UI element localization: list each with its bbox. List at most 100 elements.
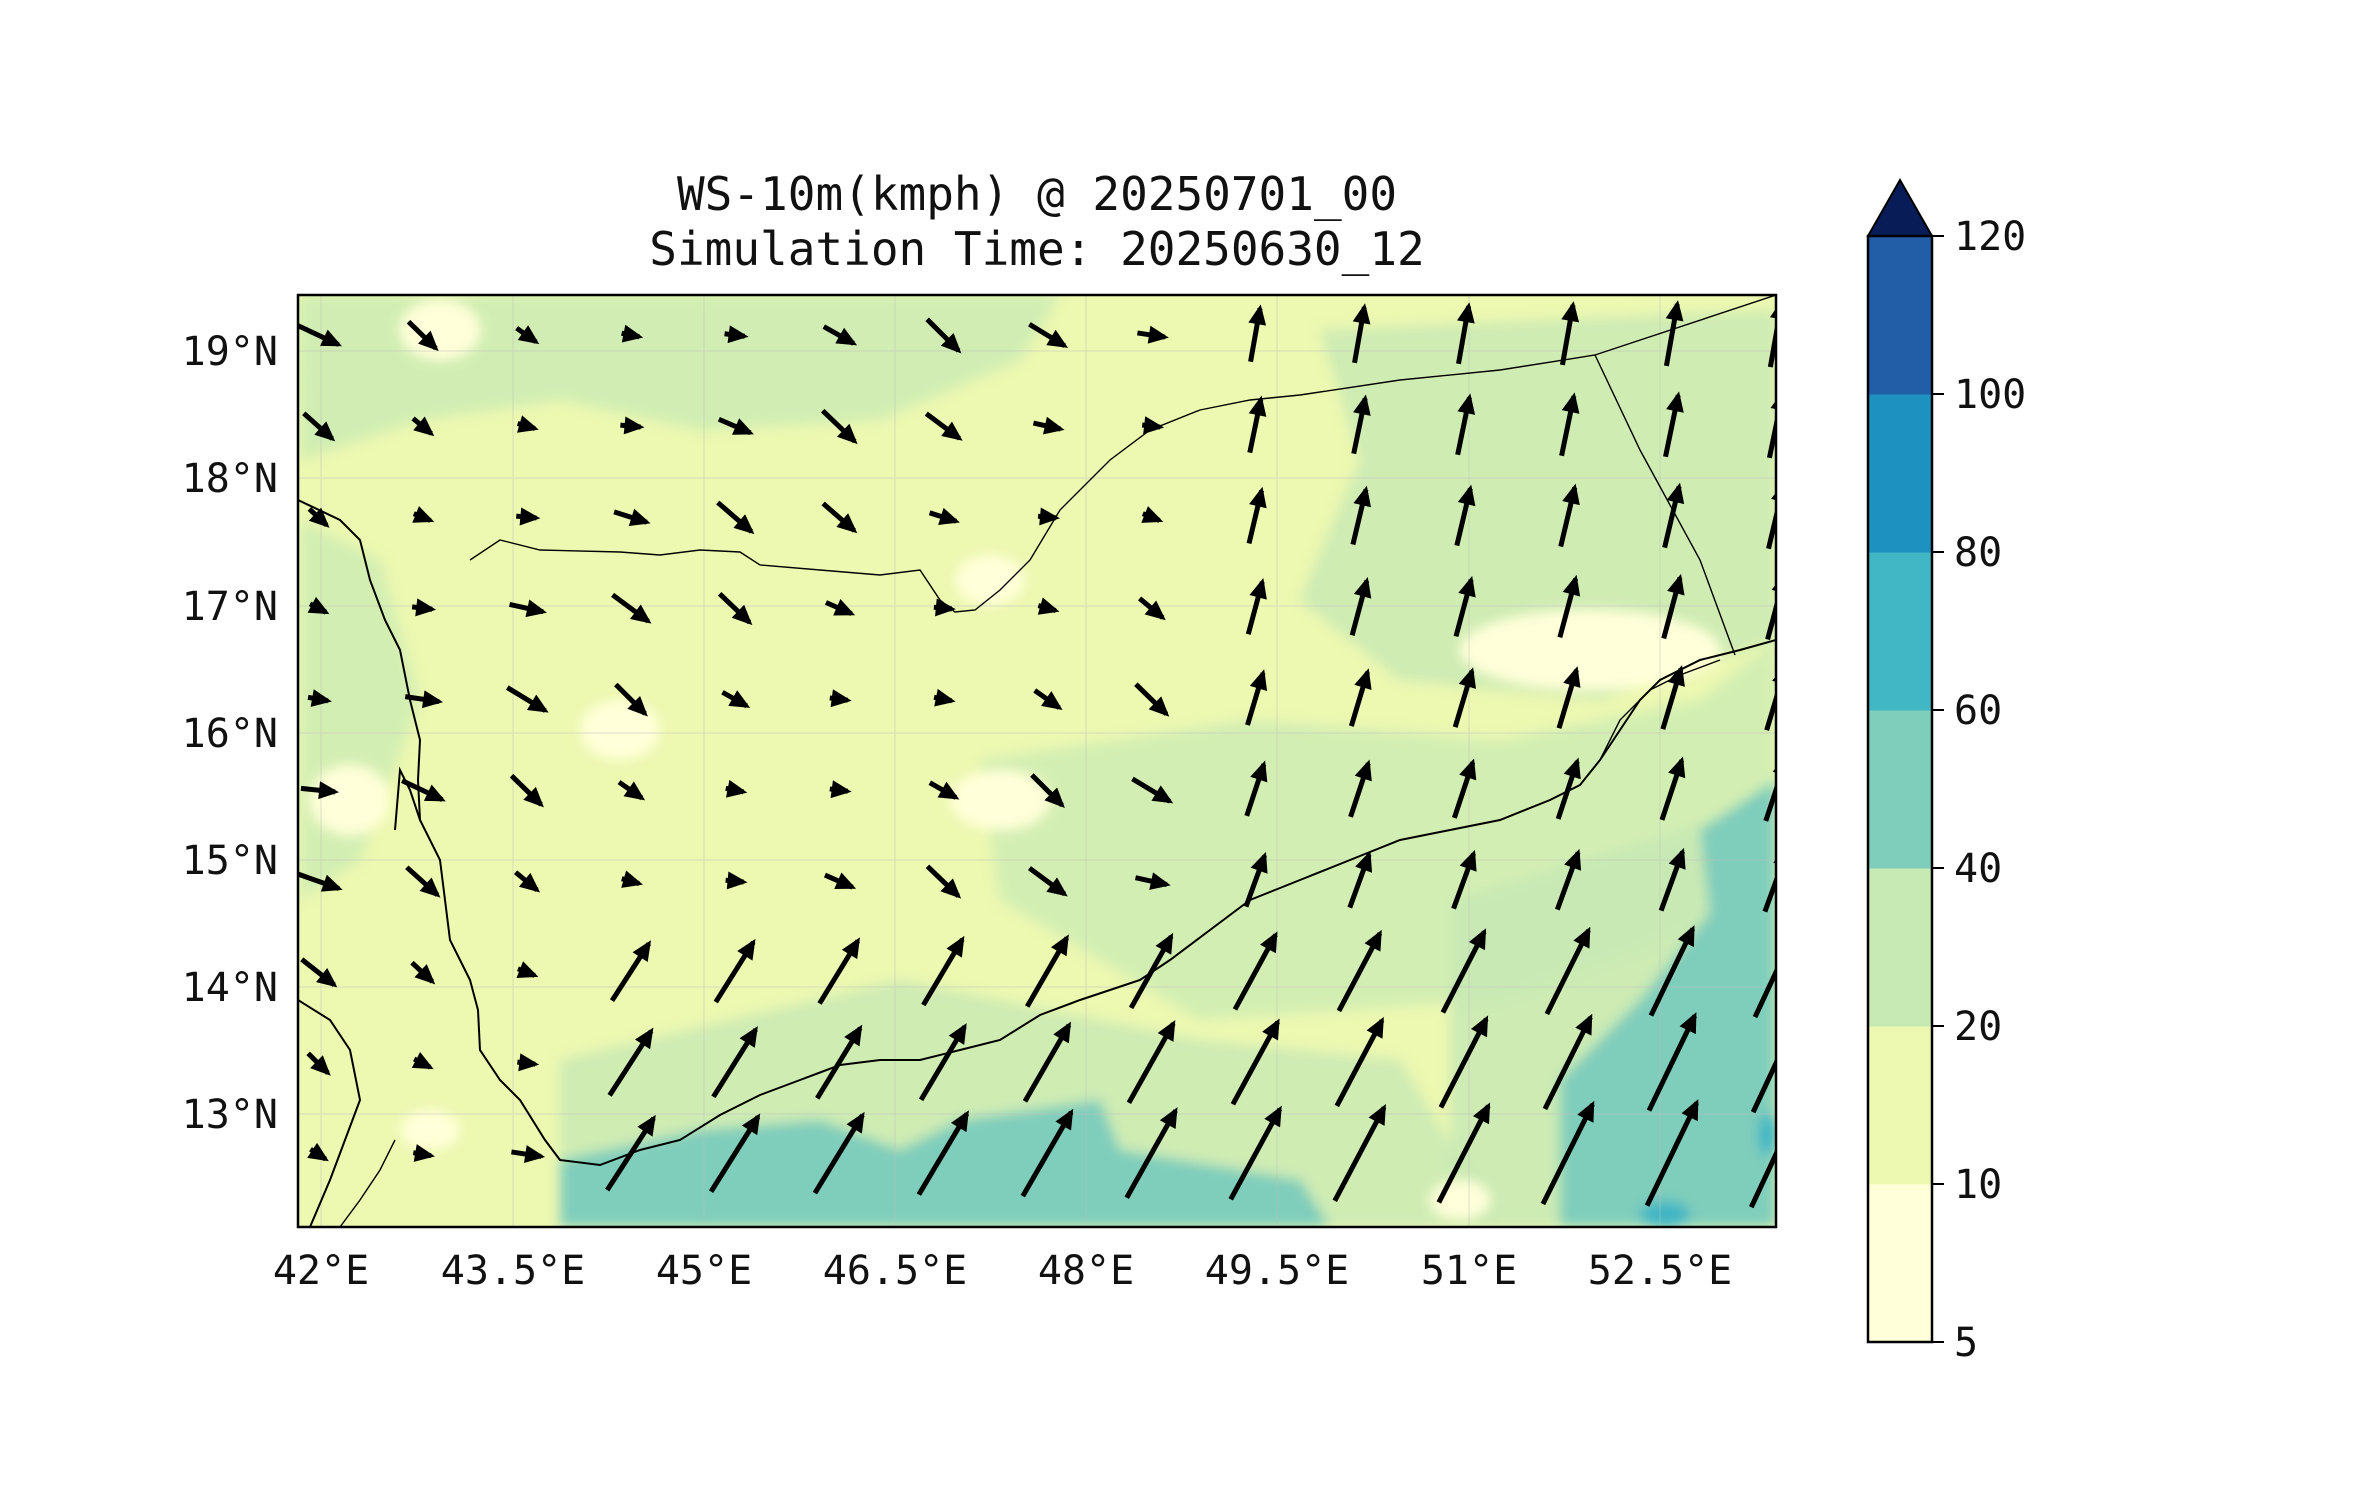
- wind-arrow: [725, 871, 748, 890]
- wind-arrow: [1658, 847, 1686, 912]
- y-tick-16: 16°N: [182, 711, 278, 757]
- wind-arrow: [1648, 925, 1696, 1017]
- wind-arrow: [1555, 757, 1581, 820]
- x-tick-51: 51°E: [1421, 1248, 1517, 1294]
- wind-arrow: [725, 779, 748, 798]
- wind-arrow: [824, 598, 856, 616]
- wind-arrow: [724, 325, 749, 344]
- x-axis-labels: 42°E 43.5°E 45°E 46.5°E 48°E 49.5°E 51°E…: [273, 1248, 1732, 1294]
- wind-arrow: [1455, 393, 1476, 456]
- wind-arrow: [307, 1142, 329, 1162]
- wind-arrow: [517, 1053, 540, 1072]
- y-tick-14: 14°N: [182, 965, 278, 1011]
- wind-arrow: [412, 1144, 435, 1162]
- wind-arrow: [1228, 1105, 1283, 1201]
- wind-arrow: [1334, 1016, 1385, 1108]
- wind-arrow: [1558, 483, 1580, 548]
- wind-arrow: [1030, 773, 1065, 809]
- wind-arrow: [1137, 596, 1166, 621]
- wind-arrow: [516, 507, 541, 526]
- wind-arrow: [516, 961, 539, 978]
- wind-arrow: [1020, 1108, 1074, 1198]
- wind-arrow: [1663, 391, 1684, 458]
- wind-arrow: [605, 1114, 656, 1192]
- map-panel: [298, 295, 1776, 1227]
- x-tick-49.5: 49.5°E: [1205, 1248, 1350, 1294]
- wind-arrow: [621, 870, 643, 888]
- wind-arrow: [1544, 926, 1591, 1016]
- wind-arrow: [621, 324, 644, 343]
- wind-arrow: [1436, 1102, 1491, 1204]
- wind-arrow: [614, 682, 648, 717]
- wind-arrow: [1032, 416, 1065, 435]
- wind-arrow: [1134, 682, 1170, 717]
- wind-arrow: [298, 871, 343, 892]
- wind-arrow: [925, 864, 962, 899]
- wind-arrow: [820, 408, 858, 445]
- colorbar-band-100: [1868, 236, 1932, 395]
- wind-arrow: [404, 690, 444, 709]
- wind-arrow: [613, 508, 651, 526]
- wind-arrow: [306, 1051, 331, 1076]
- wind-arrow: [1025, 934, 1069, 1008]
- wind-arrow: [711, 1026, 758, 1099]
- wind-arrow: [516, 415, 539, 433]
- wind-arrow: [411, 416, 435, 437]
- gridlines: [298, 295, 1776, 1227]
- wind-arrow: [1559, 392, 1580, 457]
- wind-arrow: [307, 596, 330, 615]
- wind-arrow: [815, 1024, 863, 1100]
- wind-arrow: [1245, 577, 1267, 635]
- wind-arrow: [1767, 308, 1776, 368]
- x-tick-48: 48°E: [1038, 1248, 1134, 1294]
- x-tick-45: 45°E: [656, 1248, 752, 1294]
- wind-arrow: [1336, 929, 1383, 1013]
- wind-arrow: [829, 689, 852, 708]
- wind-arrow: [1766, 400, 1776, 459]
- wind-arrow: [821, 501, 858, 534]
- wind-arrow: [1542, 1013, 1593, 1111]
- colorbar-tick-label: 80: [1954, 530, 2002, 576]
- colorbar-tick-label: 20: [1954, 1004, 2002, 1050]
- wind-arrow: [717, 416, 754, 436]
- x-tick-52.5: 52.5°E: [1588, 1248, 1733, 1294]
- wind-arrow: [1559, 301, 1580, 366]
- y-axis-labels: 19°N 18°N 17°N 16°N 15°N 14°N 13°N: [182, 329, 278, 1138]
- wind-arrow: [1646, 1012, 1697, 1112]
- wind-arrow: [1332, 1103, 1387, 1203]
- colorbar-band-10: [1868, 1026, 1932, 1185]
- colorbar-tick-label: 100: [1954, 372, 2026, 418]
- wind-arrow: [1126, 1020, 1176, 1105]
- colorbar-band-20: [1868, 868, 1932, 1027]
- wind-arrow: [607, 1027, 654, 1097]
- wind-arrow: [1128, 932, 1174, 1010]
- colorbar-band-5: [1868, 1184, 1932, 1343]
- wind-arrow: [509, 773, 544, 808]
- wind-arrow: [1244, 760, 1268, 817]
- wind-arrow: [611, 592, 652, 624]
- wind-arrow: [300, 781, 340, 800]
- wind-arrow: [1540, 1100, 1595, 1206]
- map-frame: [296, 293, 1778, 1229]
- wind-arrow: [925, 317, 962, 354]
- wind-arrow: [1027, 866, 1068, 897]
- borders: [339, 295, 1776, 1227]
- wind-arrow: [823, 872, 857, 890]
- wind-arrow: [411, 1051, 434, 1070]
- x-tick-43.5: 43.5°E: [441, 1248, 586, 1294]
- wind-arrow: [617, 780, 646, 801]
- wind-arrow: [1662, 482, 1685, 549]
- title-line1: WS-10m(kmph) @ 20250701_00: [677, 167, 1397, 221]
- wind-arrow: [1749, 1148, 1776, 1209]
- wind-arrow: [928, 780, 960, 800]
- wind-arrow: [1348, 668, 1372, 727]
- wind-arrow: [817, 937, 861, 1005]
- wind-arrow: [928, 507, 960, 525]
- wind-arrow: [1230, 1018, 1280, 1106]
- wind-arrow: [1232, 931, 1278, 1011]
- colorbar-tick-label: 40: [1954, 846, 2002, 892]
- wind-arrow: [307, 507, 330, 528]
- y-tick-18: 18°N: [182, 456, 278, 502]
- wind-arrow: [713, 938, 756, 1004]
